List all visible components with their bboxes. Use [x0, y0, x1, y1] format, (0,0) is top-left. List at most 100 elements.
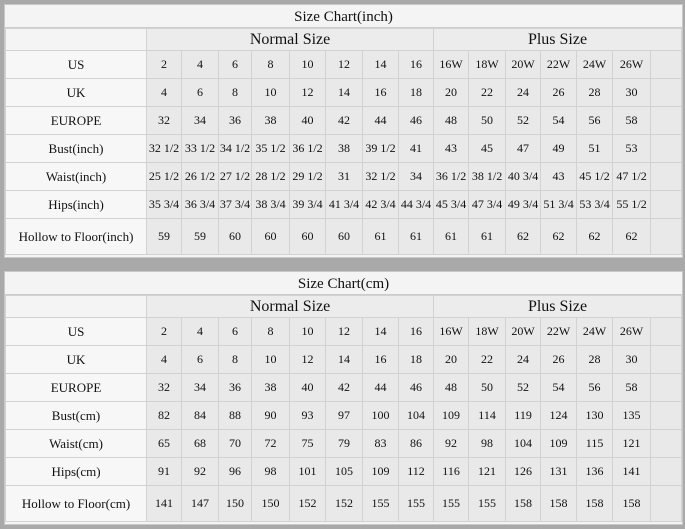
- size-cell: 100: [362, 401, 399, 430]
- size-chart-inch: Size Chart(inch) Normal Size Plus Size US 2…: [4, 4, 683, 258]
- size-cell: 38 3/4: [251, 190, 290, 219]
- size-cell: 135: [612, 401, 652, 430]
- size-cell: 16: [397, 317, 435, 346]
- size-cell: 51 3/4: [540, 190, 578, 219]
- size-cell: 10: [251, 78, 290, 107]
- size-cell: 22: [468, 345, 507, 374]
- row-label: Hips(cm): [5, 457, 147, 486]
- size-cell: 131: [540, 457, 578, 486]
- row-label: US: [5, 317, 147, 346]
- size-cell: 28 1/2: [251, 162, 290, 191]
- size-cell: 124: [540, 401, 578, 430]
- size-cell: 34: [181, 106, 219, 135]
- size-cell: 51: [576, 134, 614, 163]
- size-cell: 109: [433, 401, 470, 430]
- size-cell: 58: [612, 106, 652, 135]
- size-cell: 52: [505, 373, 542, 402]
- size-cell: 59: [181, 218, 219, 255]
- size-cell: 98: [251, 457, 290, 486]
- size-cell: 8: [218, 78, 252, 107]
- size-chart-cm: Size Chart(cm) Normal Size Plus Size US 2 4 6…: [4, 271, 683, 525]
- size-cell: 47 3/4: [468, 190, 507, 219]
- size-cell: 18W: [468, 317, 507, 346]
- size-cell: 119: [505, 401, 542, 430]
- size-cell: 38 1/2: [468, 162, 507, 191]
- size-table: Normal Size Plus Size US 2 4 6 8 10 12 14 16 16W 18W…: [5, 28, 682, 255]
- size-cell: 101: [289, 457, 326, 486]
- empty-cell: [650, 401, 682, 430]
- size-cell: 44: [362, 106, 399, 135]
- table-row: Bust(cm) 82 84 88 90 93 97 100 104 109 114 119 124 13…: [5, 401, 682, 430]
- size-cell: 126: [505, 457, 542, 486]
- size-cell: 2: [146, 50, 182, 79]
- size-cell: 158: [540, 485, 578, 522]
- size-cell: 32 1/2: [362, 162, 399, 191]
- size-cell: 60: [325, 218, 363, 255]
- size-cell: 4: [146, 345, 182, 374]
- size-cell: 32: [146, 373, 182, 402]
- size-cell: 152: [289, 485, 326, 522]
- table-row: Waist(inch) 25 1/2 26 1/2 27 1/2 28 1/2 29 1/…: [5, 162, 682, 191]
- size-cell: 46: [397, 373, 435, 402]
- size-cell: 61: [362, 218, 399, 255]
- size-cell: 14: [325, 345, 363, 374]
- size-cell: 116: [433, 457, 470, 486]
- size-cell: 56: [576, 373, 614, 402]
- size-cell: 55 1/2: [612, 190, 652, 219]
- size-cell: 49 3/4: [505, 190, 542, 219]
- size-cell: 121: [612, 429, 652, 458]
- row-label: Waist(inch): [5, 162, 147, 191]
- size-cell: 45 3/4: [433, 190, 470, 219]
- empty-cell: [650, 485, 682, 522]
- table-row: Hollow to Floor(inch) 59 59 60 60 60 60 61 61 61 6…: [5, 218, 682, 255]
- size-cell: 6: [218, 50, 252, 79]
- size-cell: 16W: [433, 50, 470, 79]
- size-cell: 34: [181, 373, 219, 402]
- size-cell: 24W: [576, 317, 614, 346]
- size-cell: 32: [146, 106, 182, 135]
- size-cell: 8: [251, 317, 290, 346]
- size-cell: 34: [397, 162, 435, 191]
- size-cell: 24W: [576, 50, 614, 79]
- size-cell: 36 1/2: [289, 134, 326, 163]
- size-cell: 40 3/4: [505, 162, 542, 191]
- size-cell: 97: [325, 401, 363, 430]
- table-row: UK 4 6 8 10 12 14 16 18 20 22 24 26 28 30: [5, 78, 682, 107]
- size-cell: 114: [468, 401, 507, 430]
- size-cell: 18W: [468, 50, 507, 79]
- row-label: Waist(cm): [5, 429, 147, 458]
- size-cell: 32 1/2: [146, 134, 182, 163]
- chart-title: Size Chart(cm): [5, 272, 682, 295]
- size-cell: 26: [540, 78, 578, 107]
- size-cell: 10: [289, 317, 326, 346]
- size-cell: 18: [397, 345, 435, 374]
- size-cell: 158: [612, 485, 652, 522]
- size-cell: 39 3/4: [289, 190, 326, 219]
- size-cell: 62: [576, 218, 614, 255]
- size-cell: 42: [325, 106, 363, 135]
- size-cell: 46: [397, 106, 435, 135]
- size-cell: 155: [397, 485, 435, 522]
- size-cell: 20W: [505, 50, 542, 79]
- size-cell: 79: [325, 429, 363, 458]
- table-row: Waist(cm) 65 68 70 72 75 79 83 86 92 98 104 109 115 12…: [5, 429, 682, 458]
- size-cell: 150: [218, 485, 252, 522]
- size-cell: 147: [181, 485, 219, 522]
- normal-size-header: Normal Size: [145, 28, 435, 51]
- size-cell: 38: [325, 134, 363, 163]
- size-cell: 90: [251, 401, 290, 430]
- empty-cell: [650, 457, 682, 486]
- row-label: UK: [5, 345, 147, 374]
- size-cell: 16W: [433, 317, 470, 346]
- size-cell: 68: [181, 429, 219, 458]
- size-cell: 70: [218, 429, 252, 458]
- size-cell: 6: [181, 78, 219, 107]
- size-cell: 60: [251, 218, 290, 255]
- size-cell: 62: [612, 218, 652, 255]
- empty-cell: [650, 373, 682, 402]
- size-cell: 42: [325, 373, 363, 402]
- plus-size-header: Plus Size: [433, 295, 682, 318]
- size-cell: 104: [505, 429, 542, 458]
- size-cell: 61: [468, 218, 507, 255]
- size-cell: 36: [218, 373, 252, 402]
